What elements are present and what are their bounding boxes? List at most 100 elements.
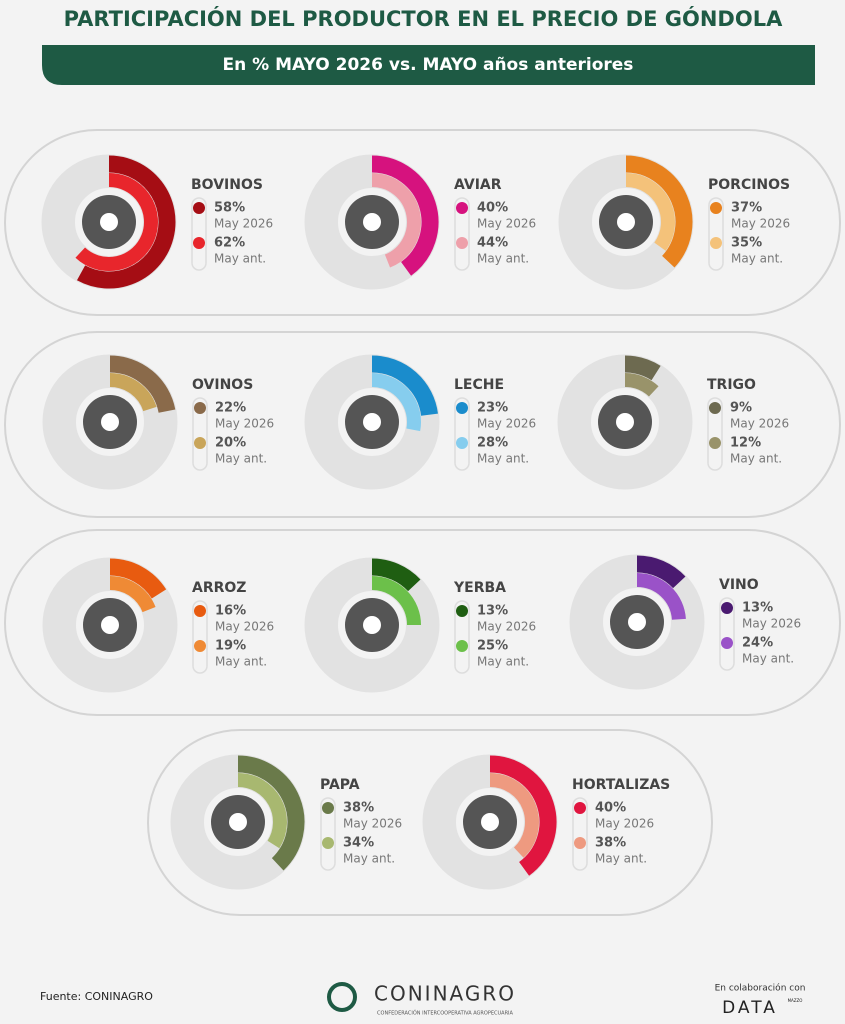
- icon: [101, 616, 119, 634]
- value-label: 9%: [730, 401, 752, 416]
- value-label: 19%: [215, 639, 246, 654]
- legend-label: May ant.: [477, 252, 529, 266]
- radial-bar: [109, 373, 157, 412]
- radial-bar: [371, 373, 421, 432]
- chart-title: LECHE: [454, 377, 504, 393]
- row-panel: [4, 529, 841, 716]
- legend-bracket: [191, 197, 207, 271]
- logo-icon: [327, 982, 357, 1012]
- radial-bar: [75, 173, 158, 271]
- row-panel: [4, 129, 841, 316]
- value-label: 58%: [214, 201, 245, 216]
- icon: [363, 616, 381, 634]
- legend-bracket: [192, 397, 208, 471]
- radial-bar: [371, 558, 421, 592]
- icon: [363, 413, 381, 431]
- legend-dot: [194, 437, 206, 449]
- legend-bracket: [719, 597, 735, 671]
- value-label: 40%: [595, 801, 626, 816]
- value-label: 22%: [215, 401, 246, 416]
- value-label: 37%: [731, 201, 762, 216]
- legend-label: May ant.: [215, 655, 267, 669]
- legend-dot: [574, 802, 586, 814]
- value-label: 23%: [477, 401, 508, 416]
- legend-dot: [194, 402, 206, 414]
- legend-bracket: [454, 197, 470, 271]
- legend-dot: [194, 640, 206, 652]
- title: PARTICIPACIÓN DEL PRODUCTOR EN EL PRECIO…: [64, 6, 783, 31]
- legend-dot: [456, 605, 468, 617]
- radial-bar: [109, 355, 176, 414]
- radial-bar: [625, 173, 675, 251]
- legend-label: May 2026: [731, 217, 790, 231]
- radial-bar: [624, 355, 661, 381]
- legend-dot: [322, 837, 334, 849]
- legend-bracket: [707, 397, 723, 471]
- value-label: 38%: [595, 836, 626, 851]
- legend-label: May 2026: [730, 417, 789, 431]
- legend-label: May ant.: [477, 655, 529, 669]
- value-label: 24%: [742, 636, 773, 651]
- chart-title: PAPA: [320, 777, 360, 793]
- radial-bar: [371, 355, 438, 417]
- chart-title: YERBA: [453, 580, 506, 596]
- source: Fuente: CONINAGRO: [40, 990, 153, 1003]
- legend-label: May 2026: [742, 617, 801, 631]
- chart-title: BOVINOS: [191, 177, 263, 193]
- icon: [628, 613, 646, 631]
- legend-label: May ant.: [731, 252, 783, 266]
- chart-title: HORTALIZAS: [572, 777, 670, 793]
- radial-bar: [109, 576, 156, 613]
- legend-dot: [456, 640, 468, 652]
- value-label: 40%: [477, 201, 508, 216]
- legend-label: May 2026: [477, 417, 536, 431]
- icon: [229, 813, 247, 831]
- radial-bar: [237, 773, 287, 849]
- legend-label: May ant.: [742, 652, 794, 666]
- legend-dot: [456, 402, 468, 414]
- radial-bar: [371, 155, 439, 276]
- legend-label: May 2026: [215, 620, 274, 634]
- chart-title: OVINOS: [192, 377, 253, 393]
- legend-bracket: [192, 600, 208, 674]
- legend-dot: [456, 437, 468, 449]
- legend-label: May ant.: [214, 252, 266, 266]
- row-panel: [147, 729, 713, 916]
- legend-bracket: [708, 197, 724, 271]
- icon: [101, 413, 119, 431]
- icon: [481, 813, 499, 831]
- legend-bracket: [572, 797, 588, 871]
- value-label: 16%: [215, 604, 246, 619]
- chart-title: ARROZ: [192, 580, 246, 596]
- value-label: 44%: [477, 236, 508, 251]
- collab-logo-sup: MAZZO: [788, 998, 803, 1003]
- value-label: 25%: [477, 639, 508, 654]
- legend-label: May ant.: [343, 852, 395, 866]
- legend-bracket: [454, 600, 470, 674]
- legend-label: May ant.: [215, 452, 267, 466]
- chart-title: VINO: [719, 577, 759, 593]
- value-label: 12%: [730, 436, 761, 451]
- legend-dot: [721, 602, 733, 614]
- legend-dot: [710, 202, 722, 214]
- legend-dot: [709, 402, 721, 414]
- radial-bar: [489, 773, 539, 858]
- icon: [363, 213, 381, 231]
- row-panel: [4, 331, 841, 518]
- icon: [100, 213, 118, 231]
- chart-title: AVIAR: [454, 177, 502, 193]
- legend-dot: [721, 637, 733, 649]
- legend-label: May 2026: [343, 817, 402, 831]
- legend-label: May 2026: [477, 620, 536, 634]
- legend-dot: [322, 802, 334, 814]
- radial-bar: [624, 373, 659, 397]
- chart-title: PORCINOS: [708, 177, 790, 193]
- subtitle-banner: [42, 45, 815, 85]
- legend-label: May ant.: [595, 852, 647, 866]
- radial-bar: [237, 755, 305, 871]
- subtitle: En % MAYO 2026 vs. MAYO años anteriores: [223, 55, 634, 75]
- radial-bar: [371, 576, 421, 626]
- value-label: 13%: [742, 601, 773, 616]
- radial-bar: [636, 555, 686, 589]
